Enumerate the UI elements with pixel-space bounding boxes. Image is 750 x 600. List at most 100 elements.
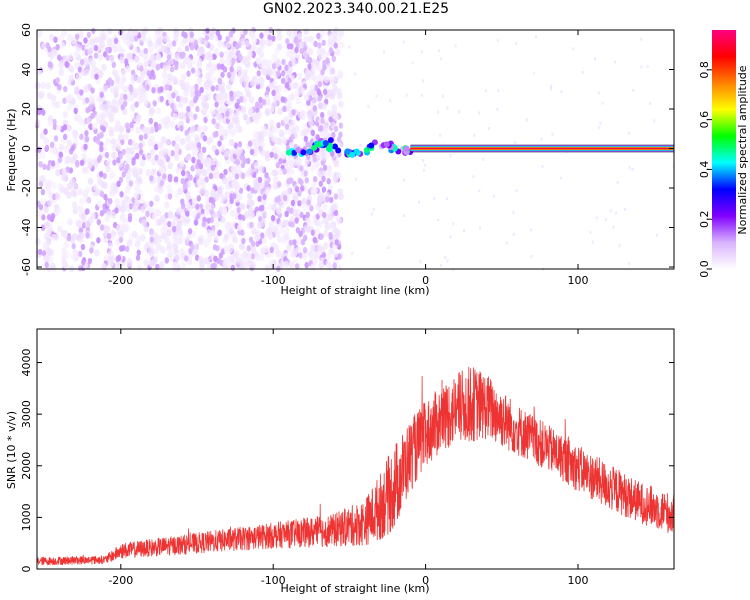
spectrogram-cell	[193, 219, 199, 226]
spectrogram-cell	[97, 200, 103, 208]
spectrogram-cell	[93, 44, 99, 52]
spectrogram-cell	[295, 156, 302, 164]
spectrogram-cell	[180, 177, 185, 185]
spectrogram-cell	[183, 32, 188, 39]
spectrogram-cell	[47, 248, 53, 256]
spectrogram-cell	[147, 139, 154, 147]
spectrogram-cell	[371, 212, 374, 216]
spectrogram-cell	[206, 234, 213, 243]
spectrogram-cell	[107, 37, 113, 45]
spectrogram-cell	[37, 30, 43, 38]
spectrogram-cell	[55, 168, 61, 177]
spectrogram-cell	[118, 236, 124, 243]
spectrogram-cell	[257, 176, 263, 184]
spectrogram-cell	[336, 136, 342, 143]
spectrogram-cell	[246, 192, 253, 200]
spectrogram-cell	[140, 71, 146, 79]
spectrogram-cell	[226, 230, 232, 238]
spectrogram-cell	[232, 193, 237, 200]
spectrogram-cell	[307, 56, 313, 64]
spectrogram-cell	[287, 94, 294, 103]
spectrogram-cell	[232, 252, 239, 260]
spectrogram-cell	[162, 173, 167, 180]
spectrogram-cell	[328, 247, 334, 255]
spectrogram-cell	[303, 135, 309, 143]
spectrogram-cell	[80, 243, 86, 251]
spectrogram-cell	[220, 63, 225, 70]
spectrogram-cell	[157, 218, 163, 226]
spectrogram-cell	[251, 36, 258, 44]
spectrogram-y-tick-label: -20	[20, 179, 33, 197]
spectrogram-cell	[320, 117, 325, 124]
snr-y-tick-label: 1000	[20, 503, 33, 531]
spectrogram-cell	[254, 254, 260, 262]
spectrogram-cell	[169, 121, 176, 129]
spectrogram-cell	[439, 133, 442, 137]
spectrogram-cell	[109, 189, 115, 197]
spectrogram-cell	[84, 135, 90, 143]
spectrogram-cell	[317, 95, 322, 102]
spectrogram-cell	[529, 228, 532, 232]
spectrogram-cell	[208, 33, 215, 41]
spectrogram-cell	[294, 263, 300, 270]
spectrogram-cell	[314, 228, 321, 236]
spectrogram-cell	[217, 77, 222, 84]
spectrogram-cell	[66, 139, 73, 147]
spectrogram-tone-band	[410, 147, 674, 150]
spectrogram-cell	[201, 146, 207, 154]
spectrogram-cell	[308, 119, 314, 127]
spectrogram-cell	[62, 230, 69, 238]
spectrogram-cell	[70, 145, 75, 152]
spectrogram-cell	[515, 188, 518, 192]
spectrogram-cell	[173, 176, 179, 183]
spectrogram-cell	[210, 75, 216, 84]
spectrogram-cell	[276, 122, 281, 129]
spectrogram-cell	[203, 189, 210, 197]
spectrogram-cell	[560, 90, 563, 94]
spectrogram-cell	[424, 163, 427, 167]
spectrogram-cell	[220, 216, 226, 224]
spectrogram-cell	[646, 64, 649, 68]
spectrogram-cell	[185, 134, 191, 142]
spectrogram-cell	[98, 170, 104, 178]
spectrogram-cell	[154, 125, 159, 133]
spectrogram-cell	[246, 185, 251, 192]
spectrogram-cell	[80, 68, 87, 77]
spectrogram-cell	[42, 163, 47, 170]
spectrogram-cell	[131, 230, 138, 238]
spectrogram-cell	[331, 143, 338, 150]
spectrogram-cell	[99, 145, 104, 153]
spectrogram-cell	[179, 125, 184, 132]
spectrogram-cell	[145, 84, 150, 91]
spectrogram-cell	[47, 119, 54, 127]
spectrogram-cell	[160, 117, 166, 125]
spectrogram-cell	[184, 154, 191, 162]
spectrogram-cell	[47, 61, 53, 68]
spectrogram-cell	[123, 194, 129, 202]
spectrogram-cell	[287, 157, 293, 165]
spectrogram-cell	[222, 177, 228, 185]
spectrogram-cell	[334, 48, 341, 56]
spectrogram-cell	[116, 180, 121, 188]
spectrogram-cell	[229, 209, 236, 217]
spectrogram-cell	[353, 148, 360, 155]
spectrogram-cell	[268, 105, 275, 114]
spectrogram-cell	[105, 100, 112, 109]
spectrogram-cell	[320, 111, 325, 119]
spectrogram-cell	[73, 87, 80, 96]
spectrogram-cell	[85, 196, 91, 204]
spectrogram-cell	[104, 215, 110, 223]
spectrogram-cell	[126, 239, 133, 247]
spectrogram-cell	[180, 73, 187, 81]
spectrogram-cell	[225, 35, 230, 43]
spectrogram-cell	[55, 193, 61, 201]
spectrogram-cell	[452, 222, 455, 226]
spectrogram-cell	[292, 192, 298, 200]
snr-x-axis-label: Height of straight line (km)	[280, 582, 429, 595]
spectrogram-cell	[318, 124, 324, 132]
spectrogram-cell	[162, 224, 169, 232]
spectrogram-cell	[248, 96, 255, 104]
spectrogram-cell	[112, 159, 117, 166]
spectrogram-cell	[302, 204, 308, 212]
spectrogram-cell	[294, 36, 299, 43]
